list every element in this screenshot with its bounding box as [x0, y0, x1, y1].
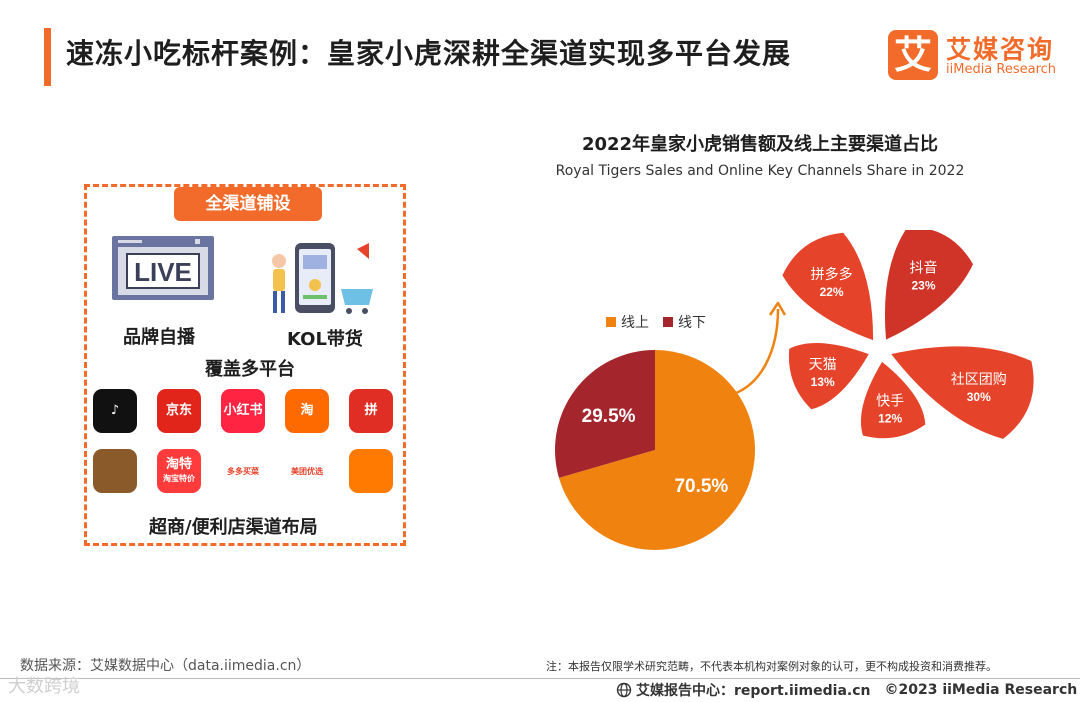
chart-title: 2022年皇家小虎销售额及线上主要渠道占比 [581, 134, 939, 155]
kuaishou-icon [349, 449, 393, 493]
jd-icon: 京东 [157, 389, 201, 433]
channel-panel: 全渠道铺设 LIVE 品牌自播 KOL带货 覆盖多平台 ♪ 京东 小红书淘拼 淘特淘… [84, 184, 406, 546]
petal-value-tmall: 13% [811, 375, 835, 389]
petal-douyin [884, 230, 973, 340]
online-channel-petal-chart: 拼多多 22% 抖音 23% 社区团购 30% 快手 12% 天猫 13% [782, 230, 1034, 439]
petal-pinduoduo [782, 232, 874, 341]
haoshi-icon [93, 449, 137, 493]
iimedia-logo: 艾 艾媒咨询 iiMedia Research [888, 30, 1068, 82]
legend-item-offline: 线下 [663, 312, 706, 332]
channel-panel-title: 全渠道铺设 [174, 187, 322, 221]
pie-slice-offline [555, 350, 655, 478]
kol-shopping-icon [272, 243, 373, 314]
taobao-icon: 淘 [285, 389, 329, 433]
petal-label-pinduoduo: 拼多多 [811, 266, 853, 283]
retail-channel-label: 超商/便利店渠道布局 [149, 517, 318, 538]
petal-value-community: 30% [967, 390, 991, 404]
kol-label: KOL带货 [287, 329, 363, 350]
pie-label-online: 70.5% [674, 476, 728, 497]
petal-tmall [788, 342, 869, 410]
douyin-icon: ♪ [93, 389, 137, 433]
report-center: 艾媒报告中心：report.iimedia.cn [616, 680, 871, 700]
xiaohongshu-icon: 小红书 [221, 389, 265, 433]
petal-value-pinduoduo: 22% [820, 285, 844, 299]
petal-value-kuaishou: 12% [878, 412, 902, 426]
legend-swatch-online [606, 317, 616, 327]
petal-label-douyin: 抖音 [909, 260, 937, 277]
duoduo-maicai-icon: 多多买菜 [221, 449, 265, 493]
pie-slice-online [558, 350, 755, 550]
petal-label-community: 社区团购 [951, 372, 1007, 388]
live-stream-icon: LIVE [112, 236, 214, 300]
chart-subtitle: Royal Tigers Sales and Online Key Channe… [555, 163, 965, 179]
pie-label-offline: 29.5% [582, 406, 636, 427]
platforms-label: 覆盖多平台 [205, 359, 295, 380]
page-title: 速冻小吃标杆案例：皇家小虎深耕全渠道实现多平台发展 [66, 37, 792, 70]
copyright: ©2023 iiMedia Research Inc [884, 682, 1080, 698]
data-source: 数据来源：艾媒数据中心（data.iimedia.cn） [20, 658, 311, 674]
report-center-link[interactable]: 艾媒报告中心：report.iimedia.cn [636, 683, 871, 699]
petal-community [891, 346, 1034, 439]
legend-swatch-offline [663, 317, 673, 327]
petal-kuaishou [860, 361, 926, 439]
chart-legend: 线上 线下 [606, 312, 706, 332]
legend-item-online: 线上 [606, 312, 649, 332]
petal-label-kuaishou: 快手 [876, 394, 904, 410]
legend-label-offline: 线下 [678, 315, 706, 331]
watermark: 大数跨境 [8, 676, 80, 697]
globe-icon [616, 682, 632, 698]
logo-name-cn: 艾媒咨询 [946, 35, 1055, 64]
logo-name-en: iiMedia Research [946, 62, 1057, 77]
logo-mark-icon: 艾 [888, 30, 938, 80]
connector-arrow [735, 301, 787, 395]
taote-icon: 淘特 淘宝特价 [157, 449, 201, 493]
title-accent-bar [44, 28, 51, 86]
petal-value-douyin: 23% [911, 279, 935, 293]
pinduoduo-icon: 拼 [349, 389, 393, 433]
live-text: LIVE [134, 257, 192, 287]
brand-live-label: 品牌自播 [123, 327, 195, 348]
sales-split-pie: 70.5% 29.5% [555, 350, 755, 550]
disclaimer-note: 注：本报告仅限学术研究范畴，不代表本机构对案例对象的认可，更不构成投资和消费推荐… [546, 660, 997, 673]
meituan-youxuan-icon: 美团优选 [285, 449, 329, 493]
legend-label-online: 线上 [621, 315, 649, 331]
footer-divider [0, 678, 1080, 679]
petal-label-tmall: 天猫 [809, 357, 837, 373]
footer-bar: 艾媒报告中心：report.iimedia.cn ©2023 iiMedia R… [616, 680, 1080, 700]
